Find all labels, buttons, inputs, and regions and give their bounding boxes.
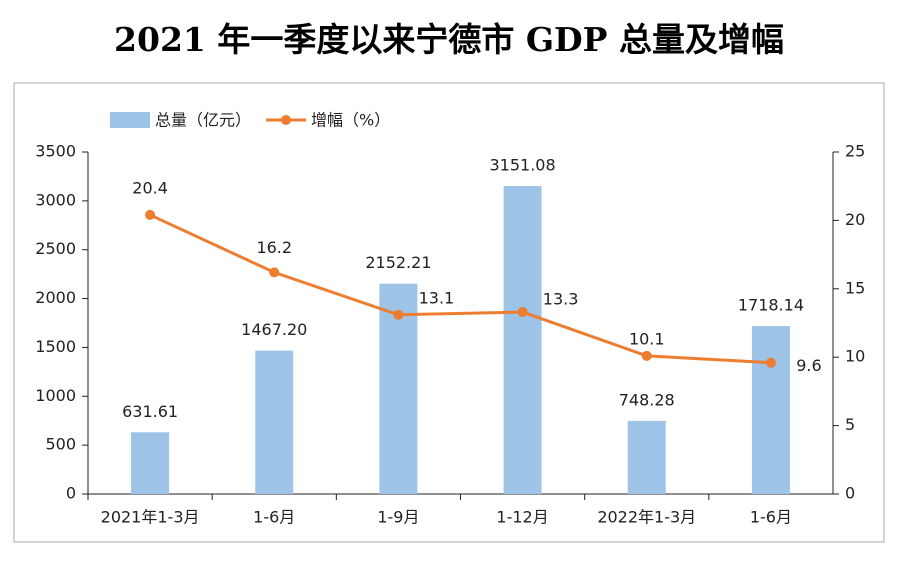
line-value-label: 20.4 [132,178,168,197]
bar-value-label: 1467.20 [241,320,307,339]
bar-value-label: 1718.14 [738,296,804,315]
chart-frame [13,82,885,543]
line-point [517,307,528,318]
y-tick-label: 500 [45,435,76,454]
y2-tick-label: 20 [845,210,865,229]
bar [627,420,666,494]
line-point [269,267,280,278]
y2-tick-label: 5 [845,415,855,434]
line-point [765,357,776,368]
y-tick-label: 3000 [35,190,76,209]
legend-swatch [281,115,292,125]
bar-value-label: 3151.08 [489,156,555,175]
y-tick-label: 1000 [35,386,76,405]
y2-tick-label: 25 [845,142,865,161]
legend-label: 总量（亿元） [155,111,251,130]
line-value-label: 13.3 [543,290,579,309]
x-tick-label: 1-12月 [496,508,548,527]
y-tick-label: 2500 [35,239,76,258]
x-tick-label: 1-9月 [377,508,419,527]
line [149,213,771,365]
y2-tick-label: 0 [845,484,855,503]
bar [255,350,294,494]
x-tick-label: 1-6月 [253,508,295,527]
line-value-label: 9.6 [796,356,821,375]
x-tick-label: 2022年1-3月 [597,508,696,527]
bar [751,326,790,494]
y-tick-label: 3500 [35,142,76,161]
x-tick-label: 2021年1-3月 [101,508,200,527]
line-value-label: 13.1 [419,288,455,307]
y-tick-label: 2000 [35,288,76,307]
y2-tick-label: 15 [845,278,865,297]
legend-swatch [110,112,150,128]
y2-tick-label: 10 [845,347,865,366]
x-tick-label: 1-6月 [750,508,792,527]
legend-label: 增幅（%） [311,111,390,130]
y-tick-label: 0 [66,484,76,503]
bar [131,432,170,494]
line-point [145,209,156,220]
line-value-label: 10.1 [629,329,665,348]
bar-value-label: 631.61 [122,402,178,421]
line-point [641,350,652,361]
y-tick-label: 1500 [35,337,76,356]
line-value-label: 16.2 [256,238,292,257]
bar-value-label: 748.28 [619,390,675,409]
chart-title: 2021 年一季度以来宁德市 GDP 总量及增幅 [114,20,784,59]
line-point [393,309,404,320]
bar [503,186,542,494]
bar-value-label: 2152.21 [365,253,431,272]
